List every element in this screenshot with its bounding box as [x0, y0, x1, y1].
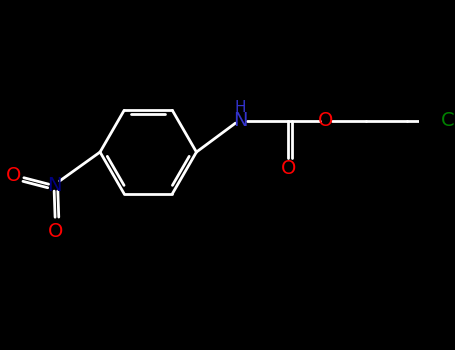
Text: N: N [47, 176, 61, 195]
Text: O: O [6, 166, 21, 186]
Text: O: O [281, 159, 296, 178]
Text: N: N [233, 111, 247, 130]
Text: O: O [47, 222, 63, 241]
Text: H: H [234, 100, 246, 114]
Text: Cl: Cl [440, 111, 455, 130]
Text: O: O [318, 111, 334, 130]
